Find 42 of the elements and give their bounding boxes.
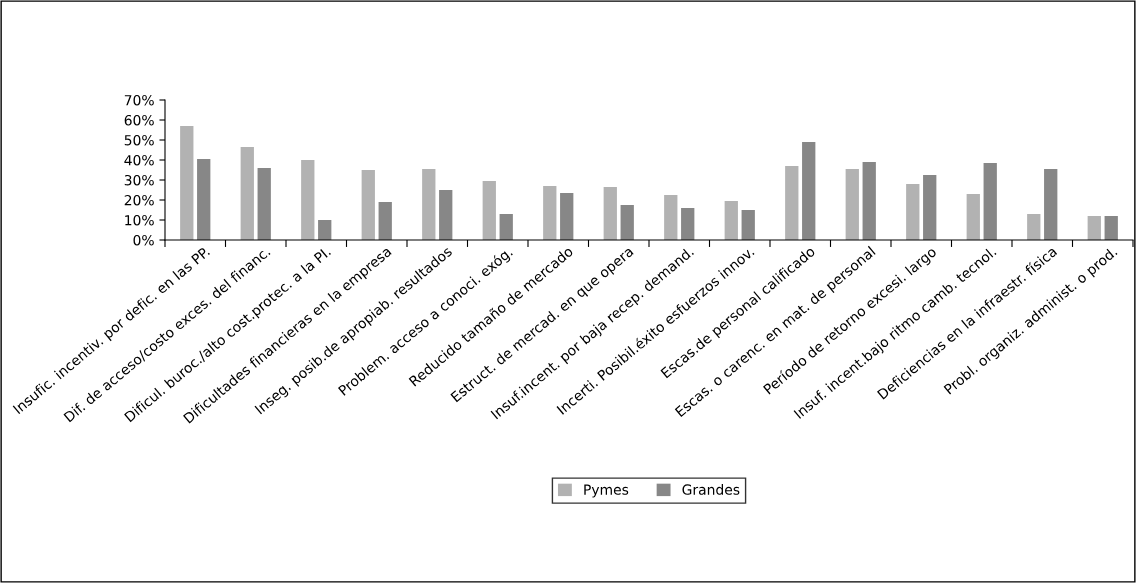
- y-tick-label: 30%: [124, 174, 154, 186]
- y-tick-label: 0%: [133, 234, 154, 246]
- bar: [785, 166, 799, 240]
- bar: [180, 126, 194, 240]
- legend-label: Grandes: [682, 484, 740, 495]
- y-tick-label: 70%: [124, 94, 154, 106]
- bar: [560, 193, 574, 240]
- bar: [862, 162, 876, 240]
- y-tick-label: 10%: [125, 214, 154, 226]
- bar: [664, 195, 678, 240]
- bar: [499, 214, 513, 240]
- bar: [1104, 216, 1118, 240]
- bar: [1027, 214, 1041, 240]
- bar: [983, 163, 997, 240]
- y-tick-label: 50%: [124, 134, 154, 146]
- bar: [1044, 169, 1058, 240]
- y-tick-label: 20%: [124, 194, 154, 206]
- bar: [923, 175, 937, 240]
- bar: [724, 201, 738, 240]
- legend-label: Pymes: [584, 484, 629, 498]
- bar: [681, 208, 695, 240]
- bar: [482, 181, 496, 240]
- bar: [301, 160, 315, 240]
- bar: [240, 147, 254, 240]
- bar: [802, 142, 816, 240]
- bar: [603, 187, 617, 240]
- bar: [439, 190, 453, 240]
- bar: [620, 205, 634, 240]
- bar: [422, 169, 436, 240]
- y-tick-label: 40%: [124, 154, 154, 166]
- bar: [845, 169, 859, 240]
- bar: [906, 184, 920, 240]
- bar: [543, 186, 557, 240]
- bar: [361, 170, 375, 240]
- bar: [257, 168, 271, 240]
- bar: [197, 159, 211, 240]
- bar: [318, 220, 332, 240]
- y-tick-label: 60%: [124, 114, 154, 126]
- bar: [1087, 216, 1101, 240]
- bar: [741, 210, 755, 240]
- bar: [966, 194, 980, 240]
- bar: [378, 202, 392, 240]
